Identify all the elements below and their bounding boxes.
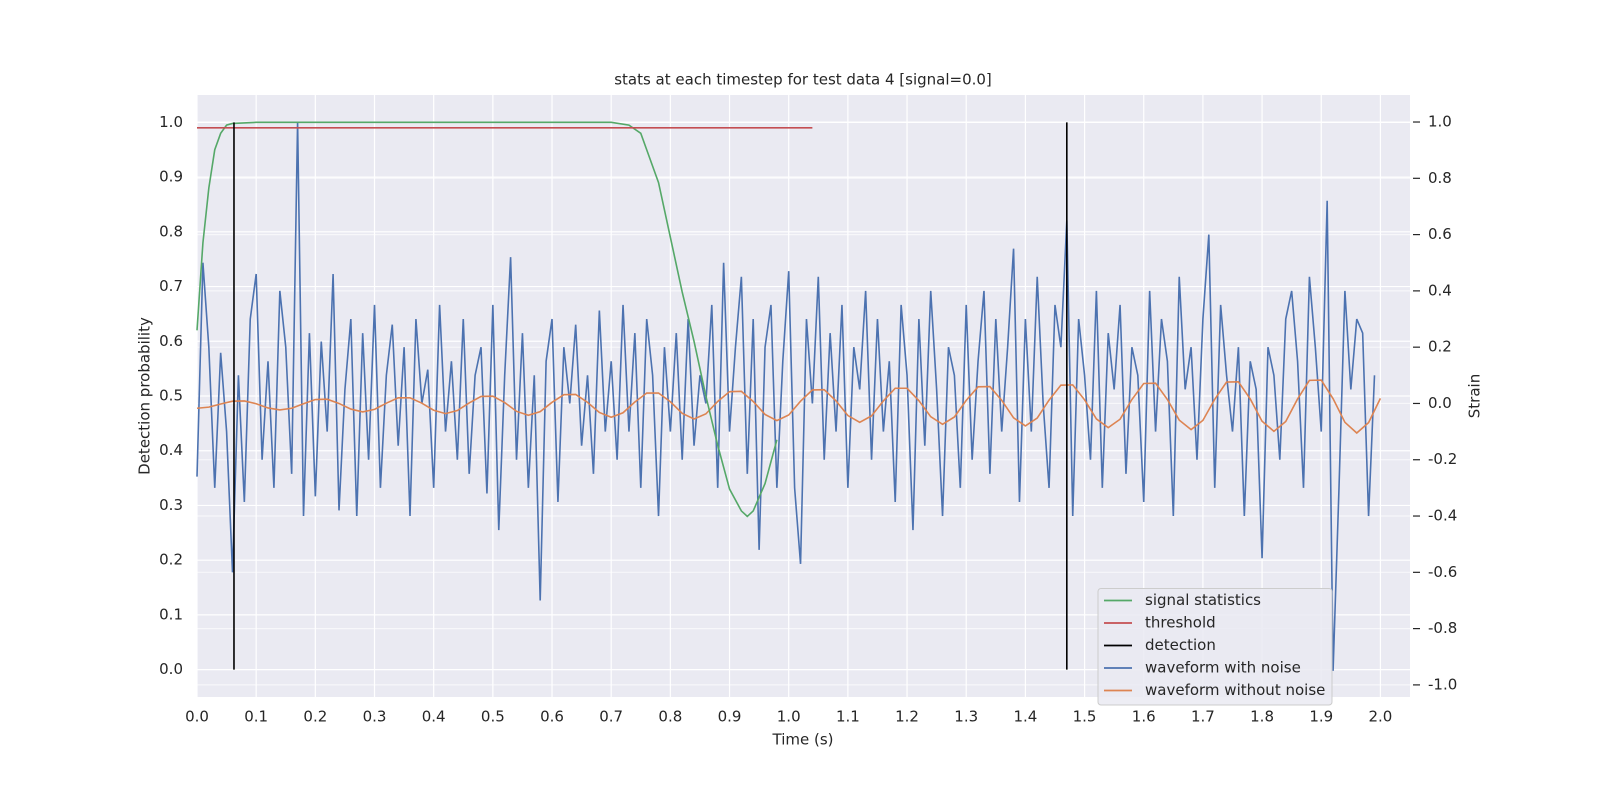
y2-tick-label: 0.8 [1428,169,1452,187]
x-tick-label: 1.6 [1132,708,1156,726]
y2-tick-label: 0.4 [1428,281,1452,299]
y-tick-label: 0.2 [159,551,183,569]
x-tick-label: 0.5 [481,708,505,726]
x-tick-label: 1.7 [1191,708,1215,726]
x-tick-label: 1.9 [1309,708,1333,726]
x-tick-label: 1.4 [1013,708,1037,726]
chart-title: stats at each timestep for test data 4 [… [614,71,992,89]
x-axis-label: Time (s) [772,731,834,749]
x-tick-label: 1.2 [895,708,919,726]
legend-label: waveform without noise [1145,681,1325,699]
legend-box [1097,588,1333,706]
x-tick-label: 0.1 [244,708,268,726]
lines [196,121,1382,671]
y2-tick-label: 1.0 [1428,113,1452,131]
y-tick-label: 0.6 [159,332,183,350]
legend-label: signal statistics [1145,591,1261,609]
legend-label: threshold [1145,614,1216,632]
x-tick-label: 0.7 [599,708,623,726]
legend: signal statistics threshold detection wavef… [1097,588,1333,706]
y2-tick-label: -0.4 [1428,507,1457,525]
x-tick-label: 0.3 [363,708,387,726]
x-tick-label: 1.8 [1250,708,1274,726]
y-tick-label: 0.9 [159,168,183,186]
y-tick-label: 0.8 [159,222,183,240]
y2-axis-label: Strain [1466,374,1484,418]
y2-tick-label: 0.0 [1428,394,1452,412]
series-line [196,379,1382,435]
y2-tick-label: -1.0 [1428,675,1457,693]
legend-label: detection [1145,636,1216,654]
y2-tick-label: -0.6 [1428,563,1457,581]
y-tick-label: 0.7 [159,277,183,295]
x-tick-label: 0.8 [658,708,682,726]
legend-label: waveform with noise [1145,659,1301,677]
y-tick-label: 1.0 [159,113,183,131]
y-tick-label: 0.1 [159,605,183,623]
y2-tick-label: -0.8 [1428,619,1457,637]
y2-tick-label: -0.2 [1428,450,1457,468]
x-tick-label: 1.1 [836,708,860,726]
y2-tick-label: 0.2 [1428,338,1452,356]
y-tick-label: 0.0 [159,660,183,678]
x-tick-label: 1.0 [777,708,801,726]
x-tick-label: 0.6 [540,708,564,726]
x-tick-label: 2.0 [1368,708,1392,726]
x-tick-label: 1.5 [1073,708,1097,726]
y-tick-label: 0.4 [159,441,183,459]
x-tick-label: 1.3 [954,708,978,726]
x-tick-label: 0.0 [185,708,209,726]
series-line [196,122,1376,671]
y-tick-label: 0.3 [159,496,183,514]
y-axis-label: Detection probability [136,317,154,475]
y-tick-label: 0.5 [159,387,183,405]
y2-tick-label: 0.6 [1428,225,1452,243]
x-tick-label: 0.4 [422,708,446,726]
x-tick-label: 0.2 [303,708,327,726]
x-tick-label: 0.9 [718,708,742,726]
axes: 0.0 0.1 0.2 0.3 0.4 0.5 0.6 0.7 0.8 0.9 1.0 1.1 1.2 1… [159,113,1457,726]
